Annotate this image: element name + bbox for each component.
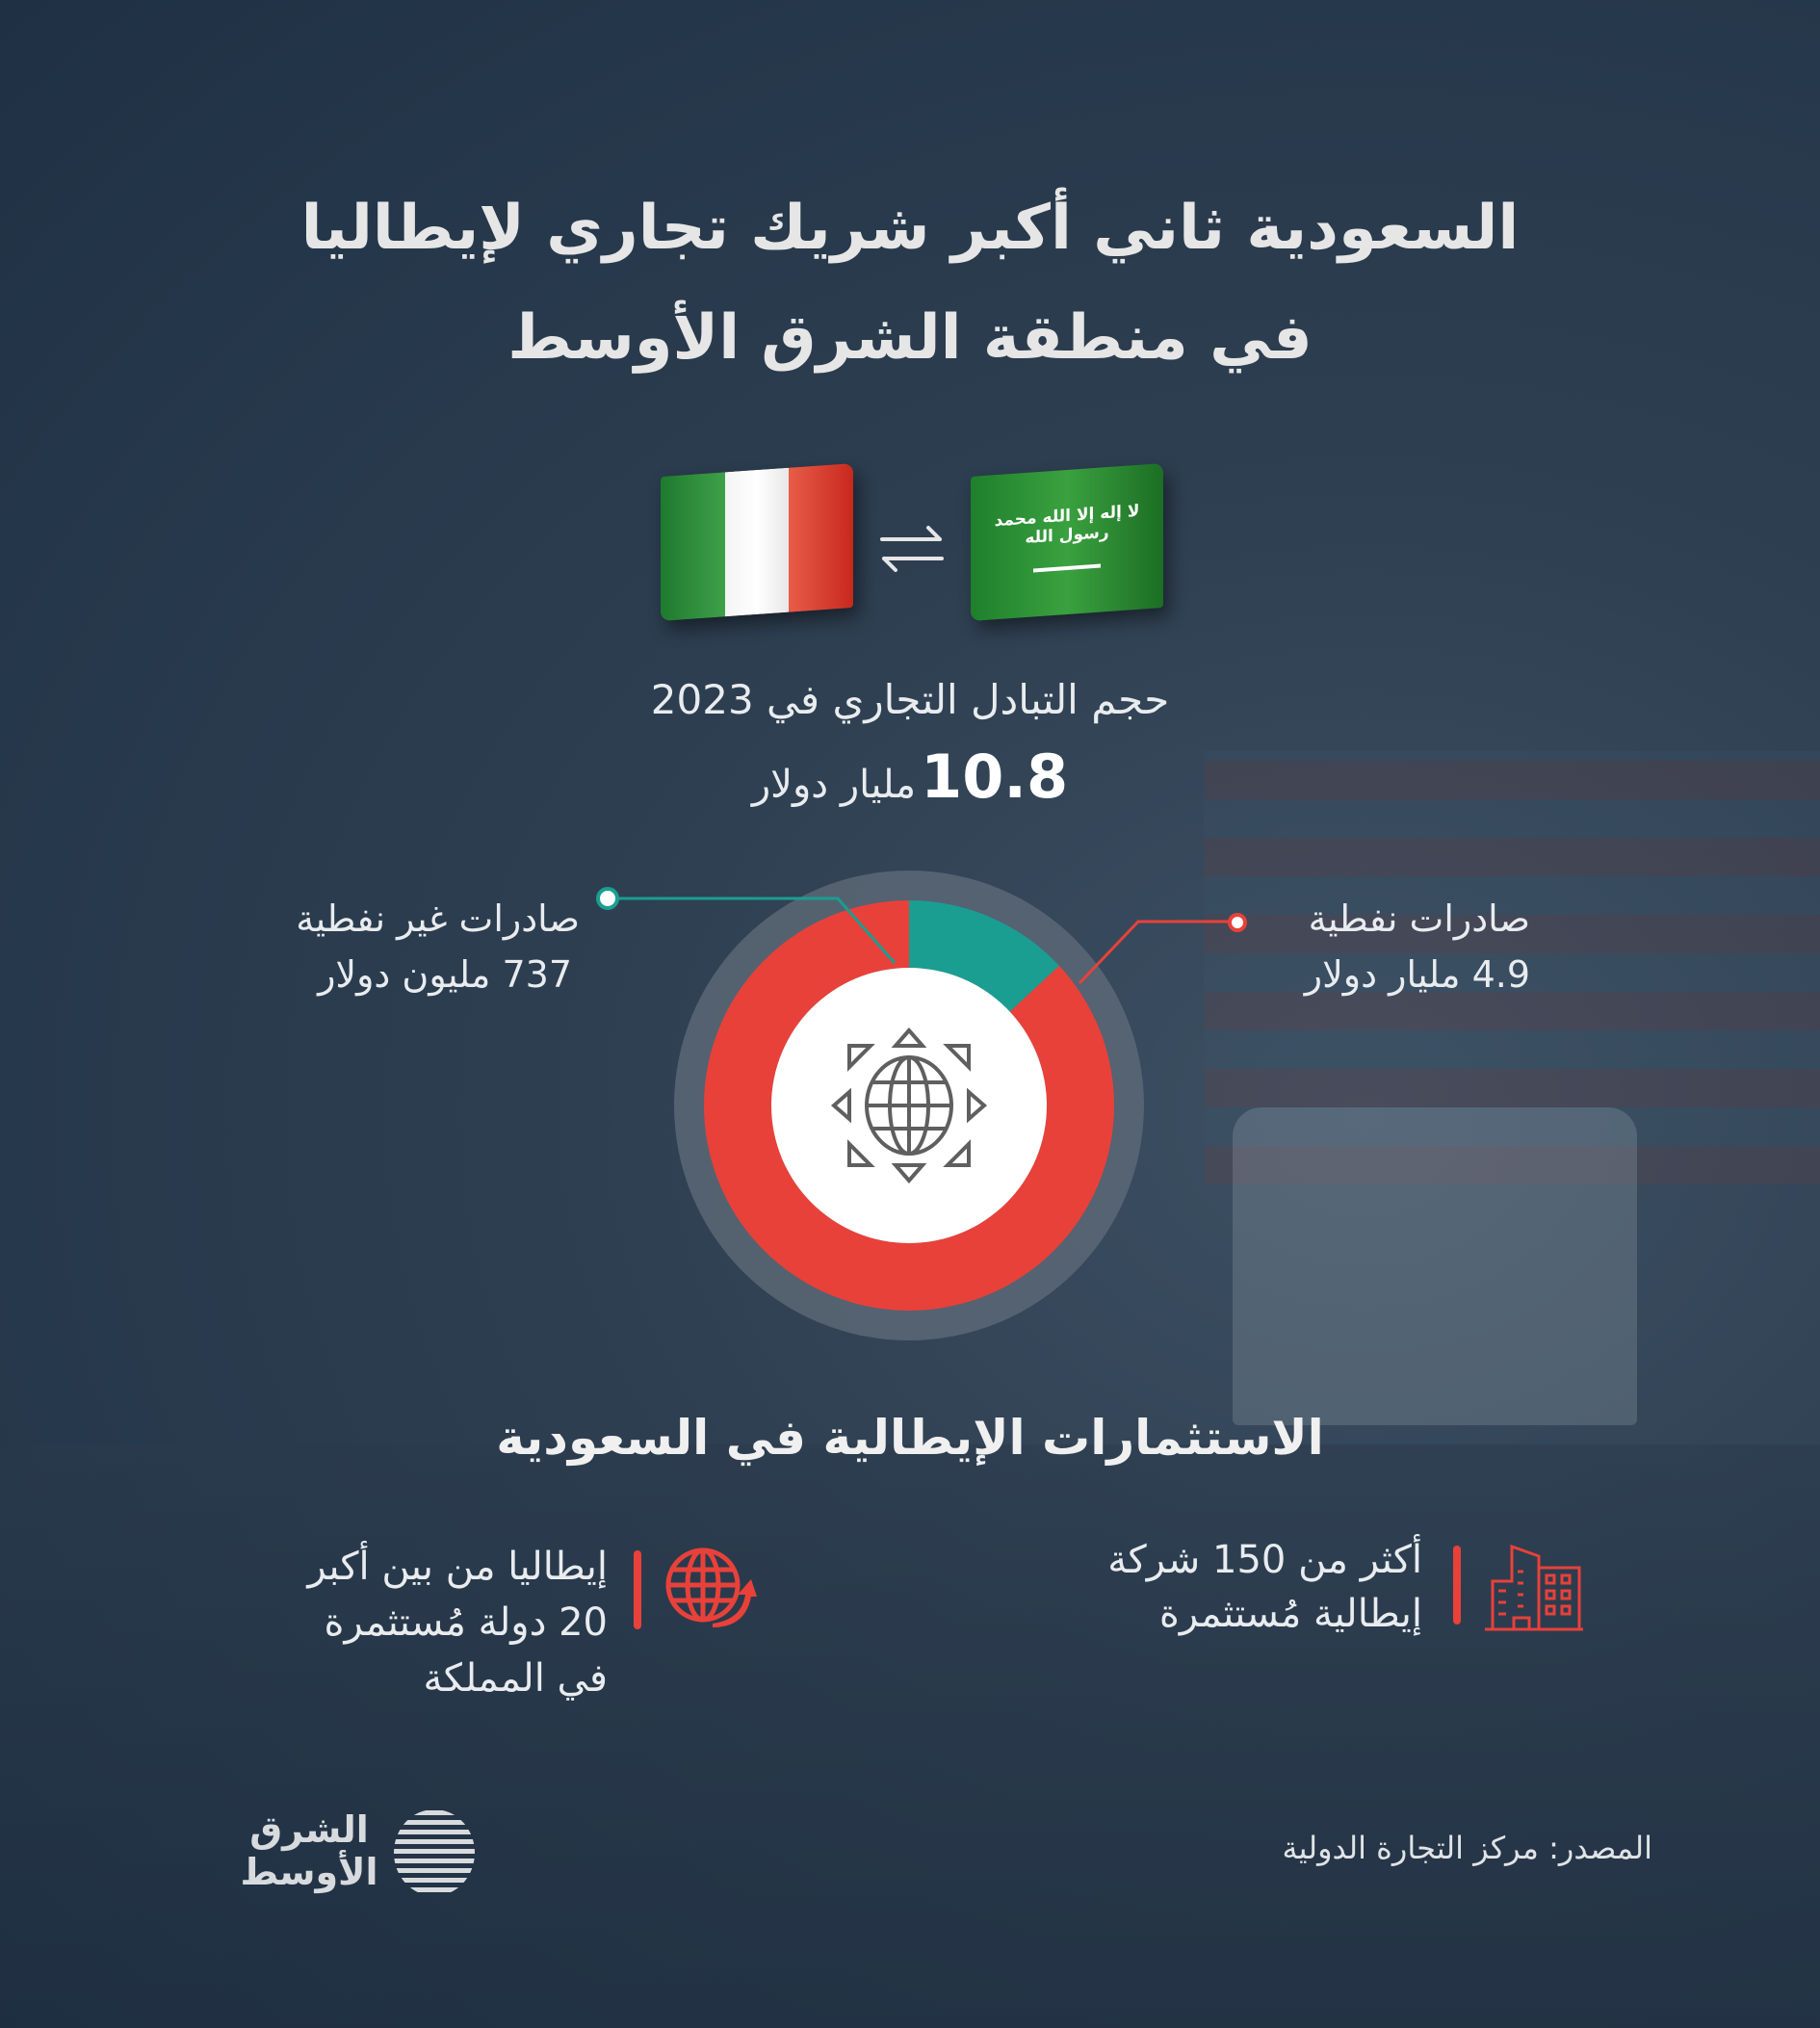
oil-leader-line <box>1078 920 1237 985</box>
item-line: في المملكة <box>423 1656 608 1701</box>
trade-unit: مليار دولار <box>751 763 917 807</box>
investments-heading: الاستثمارات الإيطالية في السعودية <box>496 1410 1324 1466</box>
source-note: المصدر: مركز التجارة الدولية <box>1282 1830 1653 1866</box>
background-road <box>0 1444 1820 2028</box>
nonoil-exports-slice <box>909 900 1059 1012</box>
nonoil-exports-label: صادرات غير نفطية <box>296 897 580 940</box>
oil-exports-label: صادرات نفطية <box>1308 897 1530 940</box>
item-line: إيطاليا من بين أكبر <box>307 1545 608 1589</box>
oil-leader-dot <box>1228 913 1247 932</box>
item-divider <box>1453 1546 1461 1625</box>
item-line: أكثر من 150 شركة <box>1107 1538 1422 1582</box>
trade-value: 10.8 <box>921 741 1069 812</box>
background-containers <box>1204 751 1820 1184</box>
nonoil-leader-dot <box>596 887 619 910</box>
item-line: 20 دولة مُستثمرة <box>324 1600 609 1645</box>
title-line-1: السعودية ثاني أكبر شريك تجاري لإيطاليا <box>300 193 1520 264</box>
item-divider <box>634 1550 641 1629</box>
title-line-2: في منطقة الشرق الأوسط <box>507 302 1313 374</box>
asharq-al-awsat-logo: الشرق الأوسط <box>237 1808 480 1897</box>
oil-exports-value: 4.9 مليار دولار <box>1304 953 1530 996</box>
background-truck <box>1233 1107 1637 1425</box>
investment-item-companies: أكثر من 150 شركة إيطالية مُستثمرة <box>1107 1533 1422 1641</box>
item-line: إيطالية مُستثمرة <box>1158 1592 1422 1636</box>
nonoil-leader-line <box>608 897 897 964</box>
globe-icon <box>830 1027 988 1184</box>
trade-caption: حجم التبادل التجاري في 2023 <box>650 676 1170 723</box>
exchange-arrows-icon <box>876 520 948 578</box>
trade-total: 10.8 مليار دولار <box>0 741 1820 812</box>
globe-arrow-icon <box>664 1547 757 1631</box>
nonoil-exports-value: 737 مليون دولار <box>318 953 572 996</box>
investment-item-rank: إيطاليا من بين أكبر 20 دولة مُستثمرة في … <box>307 1539 608 1706</box>
oil-exports-slice <box>704 900 1114 1311</box>
building-icon <box>1485 1543 1583 1635</box>
